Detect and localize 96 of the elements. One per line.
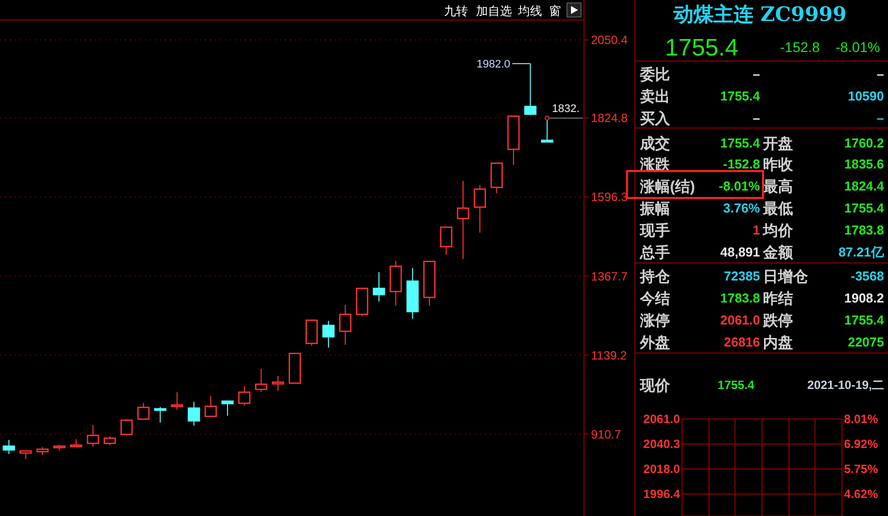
text: 跌停 [762,312,793,330]
text: -8.01% [718,178,760,194]
text: 2061.0 [643,412,680,426]
text: 最高 [762,177,793,196]
candlestick [541,118,554,143]
text: 均线 [517,4,542,18]
annotation: 1982.0 [476,58,510,70]
candlestick [456,180,470,260]
text: 1760.2 [844,136,884,151]
y-tick-label: 1139.2 [591,348,628,362]
candlestick [170,392,184,410]
candlestick [372,272,386,302]
text: 1783.8 [720,290,760,306]
y-tick-label: 1367.7 [591,269,628,284]
candlestick [204,395,217,418]
text: 1783.8 [844,222,884,238]
text: – [752,66,760,82]
text: 1755.4 [844,200,885,216]
text: 6.92% [844,437,878,452]
candlestick [137,402,150,420]
text: 涨幅(结) [639,178,695,196]
candlestick [2,439,15,455]
text: 外盘 [639,334,670,352]
text: 26816 [724,334,760,350]
text: -152.8 [780,38,820,55]
text: 成交 [639,134,670,152]
text: – [876,110,884,126]
text: 总手 [639,244,670,262]
text: 卖出 [640,88,670,106]
text: 1755.4 [718,378,755,392]
candlestick [238,385,250,406]
text: 现手 [639,222,670,240]
text: 2040.3 [643,437,680,452]
text: 开盘 [762,135,793,152]
candlestick [339,304,352,346]
text: – [752,110,760,126]
text: 87.21亿 [838,244,885,260]
text: 昨收 [763,156,794,174]
text: -152.8 [723,156,760,172]
text: 窗 [549,4,561,18]
candlestick [120,418,133,436]
text: 涨停 [639,312,670,330]
candlestick [524,63,536,116]
candlestick [474,184,486,234]
text: -3568 [850,268,884,284]
candlestick [440,226,452,256]
text: 1835.6 [844,156,884,172]
annotation: 1832. [552,103,580,116]
y-tick-label: 910.7 [591,427,622,442]
text: 振幅 [639,200,670,218]
text: 均价 [762,222,794,240]
text: – [876,66,884,82]
text: 金额 [762,243,794,262]
candlestick [188,401,200,426]
text: -8.01% [836,38,880,55]
text: 1755.4 [720,136,761,151]
text: 1755.4 [844,312,885,328]
text: 加自选 [476,4,512,18]
text: 1824.4 [844,178,885,194]
text: 10590 [848,88,884,104]
text: 现价 [639,377,671,394]
text: 2021-10-19,二 [807,378,884,392]
text: 8.01% [844,412,878,426]
y-tick-label: 2050.4 [591,33,628,48]
text: 2018.0 [643,462,680,476]
text: 1996.4 [643,487,680,502]
text: 48,891 [720,244,760,260]
text: 2061.0 [720,312,760,328]
y-tick-label: 1824.8 [591,111,628,126]
text: 3.76% [723,200,760,216]
text: 昨结 [763,290,793,308]
text: 委比 [639,66,670,84]
candlestick [221,400,234,416]
text: 4.62% [844,487,878,502]
candlestick [255,368,268,392]
text: 九转 [444,4,468,18]
y-tick-label: 1596.3 [591,190,628,204]
text: 内盘 [763,334,793,352]
text: 今结 [639,290,670,308]
text: 1755.4 [665,34,738,62]
text: 持仓 [639,268,671,286]
text: 1 [752,222,760,238]
candlestick [86,424,100,448]
candlestick [306,320,318,346]
candlestick [272,375,284,392]
text: 22075 [848,334,884,350]
candlestick [322,320,335,348]
text: 72385 [724,268,760,284]
text: 1908.2 [844,290,884,306]
text: 动煤主连 ZC9999 [672,2,847,26]
text: 5.75% [844,462,878,476]
text: 日增仓 [763,268,809,286]
candlestick [154,406,166,424]
text: 最低 [762,200,793,218]
text: 买入 [640,110,671,128]
text: 1755.4 [720,88,761,104]
